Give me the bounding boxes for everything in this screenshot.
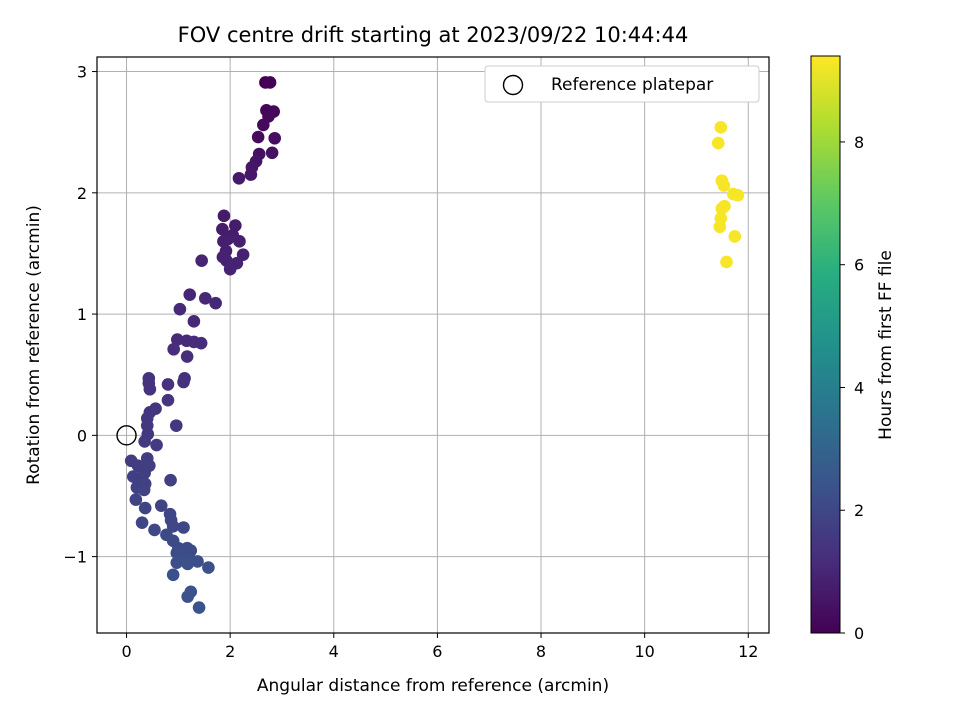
legend: Reference platepar <box>484 65 760 103</box>
data-point <box>251 130 265 144</box>
data-point <box>268 131 282 145</box>
data-point <box>265 146 279 160</box>
data-point <box>137 483 151 497</box>
data-point <box>728 230 742 243</box>
legend-box <box>484 65 760 103</box>
data-point <box>177 521 190 534</box>
data-point <box>138 501 152 515</box>
x-tick-label: 12 <box>738 642 758 661</box>
x-axis: 0 2 4 6 8 10 12 <box>121 633 758 661</box>
x-tick-label: 4 <box>329 642 339 661</box>
data-point <box>181 590 194 603</box>
y-tick-label: 3 <box>77 63 87 82</box>
data-point <box>161 393 175 407</box>
x-axis-title: Angular distance from reference (arcmin) <box>257 676 609 696</box>
data-point <box>194 336 208 350</box>
colorbar-title: Hours from first FF file <box>876 250 896 440</box>
data-point <box>717 179 731 192</box>
data-point <box>148 523 161 537</box>
data-point <box>180 350 194 363</box>
data-point <box>171 333 184 346</box>
colorbar-tick-label: 0 <box>854 624 864 643</box>
data-point <box>195 254 208 268</box>
data-point <box>223 262 237 276</box>
y-tick-label: 2 <box>77 184 87 203</box>
y-axis: −1 0 1 2 3 <box>63 63 97 567</box>
data-point <box>192 601 206 614</box>
data-point <box>191 555 204 568</box>
x-tick-label: 6 <box>432 642 442 661</box>
data-point <box>173 302 187 316</box>
data-point <box>714 121 728 134</box>
data-point <box>209 296 222 310</box>
data-point <box>169 419 183 432</box>
data-point <box>202 561 215 574</box>
data-point <box>167 342 180 356</box>
data-point <box>177 375 190 389</box>
data-point <box>166 568 180 582</box>
data-point <box>198 292 212 305</box>
data-point <box>154 499 168 512</box>
grid <box>97 57 769 633</box>
colorbar-tick-label: 6 <box>854 256 864 275</box>
data-point <box>170 556 184 569</box>
data-point <box>181 557 194 571</box>
legend-marker <box>502 74 524 96</box>
y-tick-label: −1 <box>63 548 87 567</box>
data-point <box>138 435 151 448</box>
data-point <box>233 235 246 248</box>
data-point <box>129 493 143 506</box>
y-tick-label: 1 <box>77 305 87 324</box>
data-point <box>161 378 175 391</box>
data-point <box>143 382 157 396</box>
colorbar-gradient <box>810 55 841 634</box>
colorbar-tick-label: 4 <box>854 378 864 397</box>
data-point <box>216 222 229 236</box>
y-axis-title: Rotation from reference (arcmin) <box>24 205 44 485</box>
data-point <box>166 519 180 533</box>
x-tick-label: 0 <box>121 642 131 661</box>
colorbar: 0 2 4 6 8 Hours from first FF file <box>810 55 896 643</box>
data-point <box>229 219 242 232</box>
data-point <box>232 171 246 185</box>
data-point <box>244 168 258 181</box>
legend-label: Reference platepar <box>551 75 713 95</box>
data-point <box>720 255 733 269</box>
scatter-points <box>124 76 745 614</box>
colorbar-tick-label: 8 <box>854 133 864 152</box>
x-tick-label: 8 <box>536 642 546 661</box>
data-point <box>135 516 149 529</box>
reference-marker <box>116 425 137 446</box>
data-point <box>257 118 270 132</box>
x-tick-label: 2 <box>225 642 235 661</box>
data-point <box>164 473 177 487</box>
data-point <box>217 235 230 248</box>
x-tick-label: 10 <box>634 642 654 661</box>
colorbar-ticks: 0 2 4 6 8 <box>840 133 864 643</box>
y-tick-label: 0 <box>77 426 87 445</box>
data-point <box>731 188 745 202</box>
data-point <box>217 209 231 223</box>
data-point <box>187 315 201 328</box>
data-point <box>711 136 725 150</box>
colorbar-tick-label: 2 <box>854 501 864 520</box>
plot-frame <box>96 56 770 634</box>
data-point <box>713 220 727 234</box>
data-point <box>183 288 197 301</box>
data-point <box>715 202 729 215</box>
data-point <box>263 76 277 89</box>
chart-title: FOV centre drift starting at 2023/09/22 … <box>178 23 689 47</box>
data-point <box>150 438 163 452</box>
